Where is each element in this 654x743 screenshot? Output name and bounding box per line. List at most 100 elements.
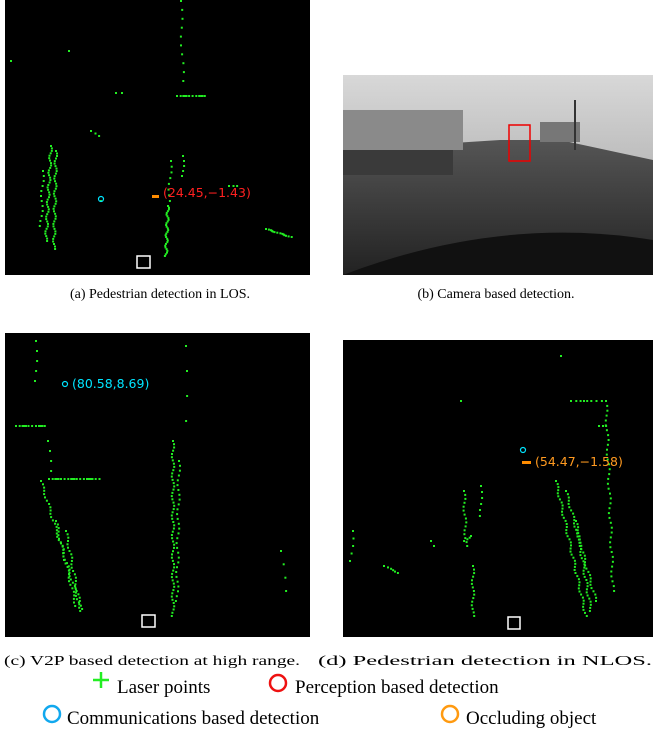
laser-point <box>577 578 580 581</box>
laser-point <box>611 560 614 563</box>
ego-vehicle <box>507 616 521 630</box>
laser-point <box>35 340 37 342</box>
laser-point <box>582 599 585 602</box>
ego-vehicle <box>136 255 151 269</box>
laser-point <box>172 482 175 485</box>
laser-point <box>581 596 584 599</box>
laser-point <box>115 92 117 94</box>
laser-point <box>465 541 468 544</box>
laser-point <box>56 535 59 538</box>
laser-point <box>53 177 56 180</box>
laser-point <box>267 228 270 231</box>
laser-point <box>41 425 44 427</box>
laser-point <box>34 380 36 382</box>
laser-point <box>177 551 180 554</box>
laser-point <box>45 215 48 218</box>
laser-point <box>383 565 385 567</box>
laser-point <box>481 497 484 499</box>
laser-point <box>78 603 81 606</box>
hood <box>343 232 653 275</box>
laser-point <box>70 566 73 569</box>
laser-point <box>567 496 570 499</box>
laser-point <box>53 235 56 238</box>
laser-point <box>73 573 76 576</box>
laser-point <box>77 593 80 596</box>
perception-box <box>508 124 531 162</box>
laser-point <box>478 515 481 517</box>
laser-point <box>74 576 77 579</box>
laser-point <box>98 478 101 480</box>
laser-point <box>50 164 53 167</box>
laser-point <box>172 569 175 572</box>
laser-point <box>557 489 560 492</box>
laser-point <box>390 567 393 570</box>
laser-point <box>480 485 482 487</box>
laser-point <box>48 196 50 199</box>
laser-point <box>121 92 123 94</box>
laser-point <box>172 550 174 553</box>
laser-point <box>167 182 170 185</box>
legend-symbol <box>93 672 109 688</box>
laser-point <box>171 579 174 582</box>
laser-point <box>607 439 610 441</box>
laser-point <box>580 544 583 547</box>
laser-point <box>46 203 49 206</box>
laser-point <box>585 588 588 591</box>
laser-point <box>172 602 175 604</box>
laser-point <box>171 511 174 514</box>
comm-detection <box>61 380 69 388</box>
laser-point <box>464 525 467 528</box>
laser-point <box>171 553 173 556</box>
position-label: (24.45,−1.43) <box>163 185 251 200</box>
laser-point <box>280 550 282 552</box>
laser-point <box>55 200 58 203</box>
laser-point <box>78 606 81 609</box>
laser-point <box>582 569 585 572</box>
laser-point <box>583 554 586 557</box>
laser-point <box>582 560 585 563</box>
laser-point <box>40 195 42 197</box>
comm-detection <box>519 446 527 454</box>
laser-point <box>588 610 591 612</box>
laser-point <box>173 465 176 468</box>
laser-point <box>606 409 609 412</box>
laser-point <box>172 508 175 511</box>
laser-point <box>54 165 57 168</box>
laser-point <box>61 545 64 548</box>
laser-point <box>576 532 579 535</box>
laser-point <box>55 182 58 185</box>
laser-point <box>172 501 175 504</box>
laser-point <box>23 425 26 427</box>
laser-point <box>48 181 51 184</box>
laser-point <box>170 514 173 517</box>
laser-point <box>466 538 469 541</box>
laser-point <box>577 532 580 535</box>
laser-point <box>42 483 44 486</box>
laser-point <box>70 560 73 562</box>
laser-point <box>35 370 38 372</box>
laser-point <box>610 570 613 573</box>
laser-point <box>565 532 568 535</box>
laser-point <box>166 220 169 223</box>
laser-point <box>166 230 169 233</box>
laser-point <box>54 180 56 183</box>
laser-point <box>167 229 170 232</box>
laser-point <box>577 587 580 590</box>
laser-point <box>609 497 612 500</box>
laser-point <box>200 95 203 97</box>
laser-point <box>50 162 52 165</box>
laser-point <box>589 603 592 606</box>
building <box>540 122 580 142</box>
laser-point <box>606 404 609 407</box>
laser-point <box>165 225 168 228</box>
laser-point <box>48 193 51 196</box>
laser-point <box>171 478 174 481</box>
laser-point <box>464 493 467 496</box>
laser-point <box>94 132 97 135</box>
laser-point <box>606 448 608 451</box>
laser-point <box>170 475 173 478</box>
laser-point <box>195 95 198 97</box>
laser-point <box>164 234 167 237</box>
laser-point <box>52 225 55 228</box>
laser-point <box>79 610 82 612</box>
